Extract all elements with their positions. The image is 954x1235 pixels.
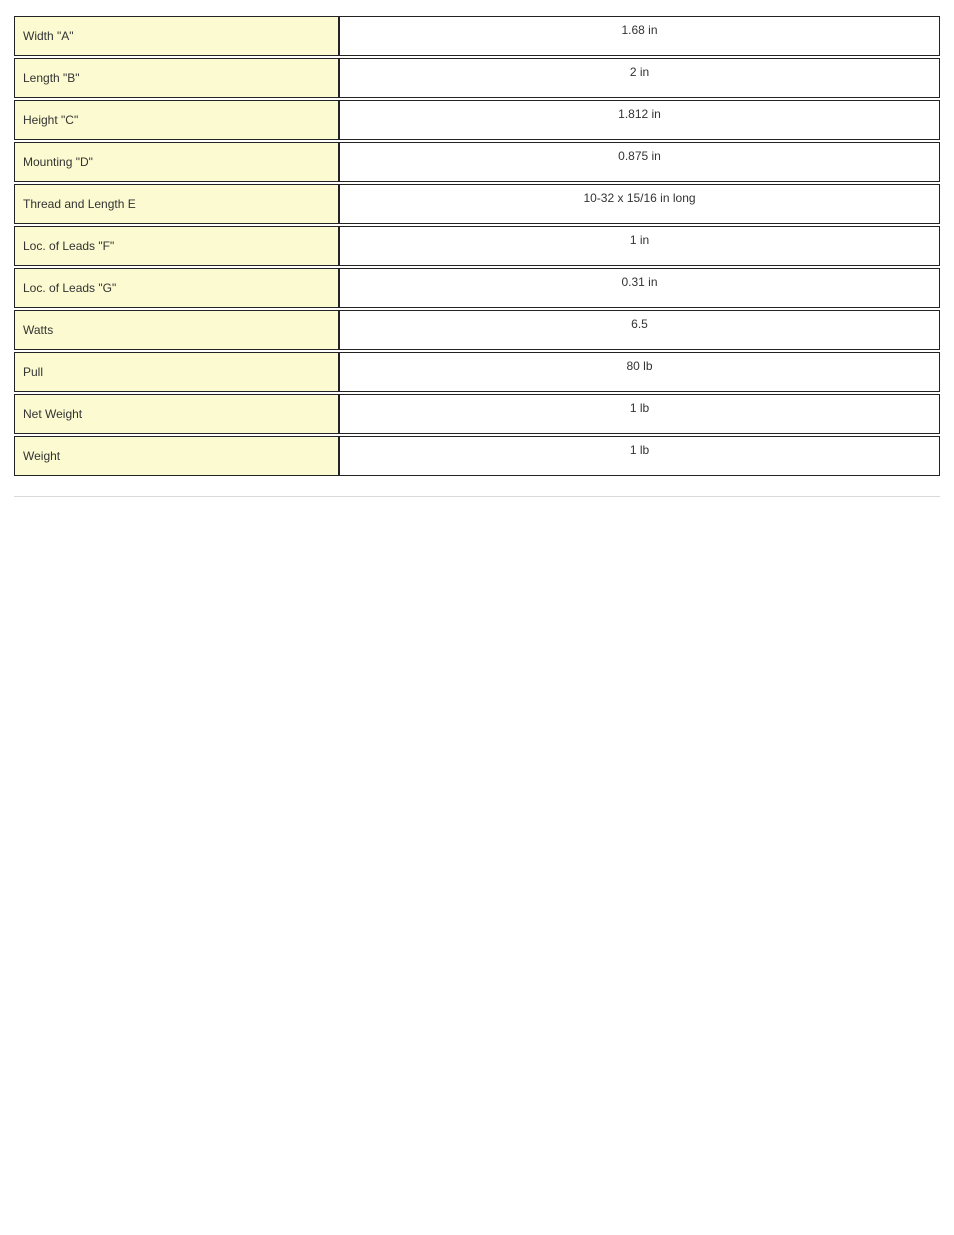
spec-label: Height "C" <box>14 100 339 140</box>
spec-table: Width "A"1.68 in Length "B"2 in Height "… <box>14 14 940 478</box>
table-row: Weight1 lb <box>14 436 940 476</box>
spec-label: Loc. of Leads "G" <box>14 268 339 308</box>
table-row: Pull80 lb <box>14 352 940 392</box>
spec-table-container: Width "A"1.68 in Length "B"2 in Height "… <box>0 0 954 497</box>
spec-table-body: Width "A"1.68 in Length "B"2 in Height "… <box>14 16 940 476</box>
spec-value: 1.68 in <box>339 16 940 56</box>
table-row: Thread and Length E10-32 x 15/16 in long <box>14 184 940 224</box>
spec-label: Loc. of Leads "F" <box>14 226 339 266</box>
spec-value: 6.5 <box>339 310 940 350</box>
spec-label: Length "B" <box>14 58 339 98</box>
spec-value: 0.31 in <box>339 268 940 308</box>
spec-value: 1.812 in <box>339 100 940 140</box>
spec-label: Thread and Length E <box>14 184 339 224</box>
spec-label: Watts <box>14 310 339 350</box>
spec-label: Width "A" <box>14 16 339 56</box>
table-row: Height "C"1.812 in <box>14 100 940 140</box>
spec-label: Mounting "D" <box>14 142 339 182</box>
spec-value: 1 lb <box>339 394 940 434</box>
table-row: Loc. of Leads "F"1 in <box>14 226 940 266</box>
spec-value: 1 in <box>339 226 940 266</box>
spec-label: Pull <box>14 352 339 392</box>
table-row: Loc. of Leads "G"0.31 in <box>14 268 940 308</box>
spec-value: 10-32 x 15/16 in long <box>339 184 940 224</box>
table-row: Width "A"1.68 in <box>14 16 940 56</box>
spec-label: Net Weight <box>14 394 339 434</box>
table-row: Mounting "D"0.875 in <box>14 142 940 182</box>
table-row: Net Weight1 lb <box>14 394 940 434</box>
spec-value: 1 lb <box>339 436 940 476</box>
spec-value: 0.875 in <box>339 142 940 182</box>
divider <box>14 496 940 497</box>
spec-label: Weight <box>14 436 339 476</box>
table-row: Watts6.5 <box>14 310 940 350</box>
table-row: Length "B"2 in <box>14 58 940 98</box>
spec-value: 80 lb <box>339 352 940 392</box>
spec-value: 2 in <box>339 58 940 98</box>
